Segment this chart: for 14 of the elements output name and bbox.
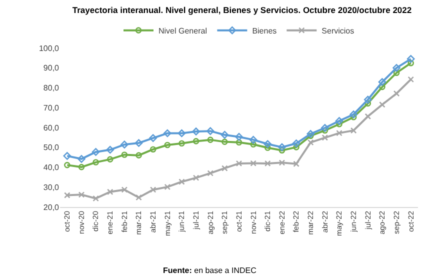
y-tick-label: 30,0 bbox=[43, 182, 60, 192]
y-tick-label: 60,0 bbox=[43, 123, 60, 132]
y-tick-label: 40,0 bbox=[43, 163, 60, 172]
legend-label: Bienes bbox=[252, 26, 277, 36]
legend-label: Nivel General bbox=[158, 26, 208, 36]
y-tick-label: 70,0 bbox=[43, 103, 60, 112]
y-tick-label: 20,0 bbox=[43, 202, 60, 212]
chart-title: Trayectoria interanual. Nivel general, Bienes y Servicios. Octubre 2020/octubre 2022 bbox=[72, 4, 412, 15]
y-tick-label: 50,0 bbox=[43, 143, 60, 152]
source-note: Fuente: en base a INDEC bbox=[163, 266, 257, 275]
y-tick-label: 100,0 bbox=[38, 44, 60, 53]
y-tick-label: 80,0 bbox=[43, 84, 60, 93]
y-tick-label: 90,0 bbox=[43, 64, 60, 73]
legend-label: Servicios bbox=[322, 26, 354, 36]
